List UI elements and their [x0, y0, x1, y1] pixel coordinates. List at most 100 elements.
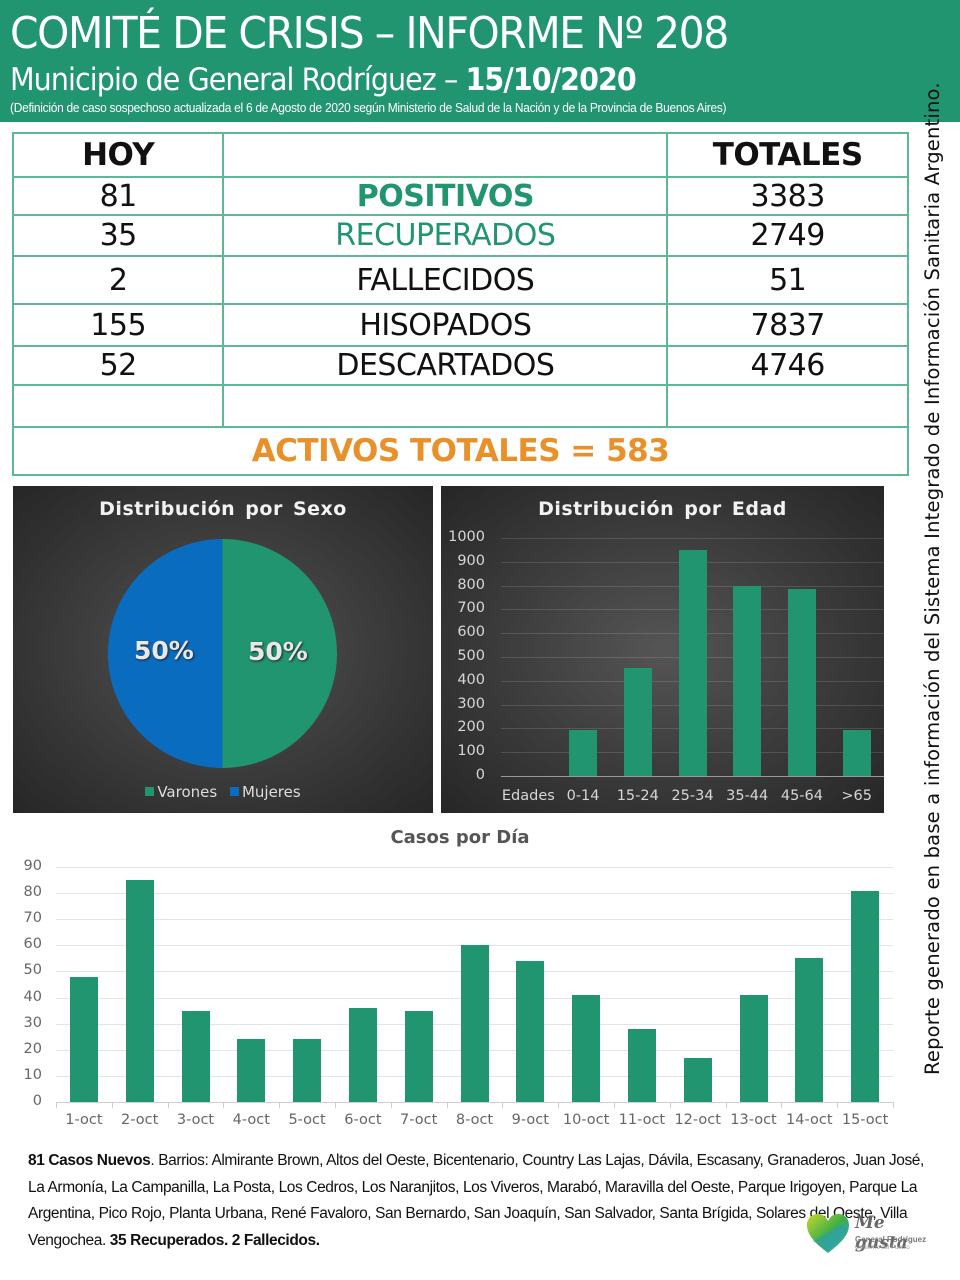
x-tick-mark — [837, 1102, 839, 1108]
x-axis-line — [56, 1102, 893, 1103]
y-tick-label: 70 — [23, 910, 42, 927]
x-tick-mark — [56, 1102, 57, 1108]
today-value: 155 — [11, 303, 225, 347]
chart-title-casos-por-dia: Casos por Día — [390, 827, 530, 848]
bar-9-oct — [516, 961, 545, 1102]
x-category-label: 15-24 — [616, 788, 659, 804]
x-category-label: 5-oct — [288, 1112, 326, 1128]
x-category-label: Edades — [501, 788, 555, 804]
total-value: 2749 — [666, 214, 909, 257]
report-subtitle: Municipio de General Rodríguez – 15/10/2… — [10, 62, 637, 98]
x-category-label: 10-oct — [562, 1112, 610, 1128]
grid-line — [501, 538, 884, 539]
bar-3-oct — [181, 1010, 210, 1102]
x-tick-mark — [781, 1102, 783, 1108]
bar-10-oct — [572, 994, 601, 1102]
x-tick-mark — [614, 1102, 615, 1108]
today-value: 52 — [11, 345, 225, 386]
total-value: 7837 — [666, 303, 909, 347]
metric-label: DESCARTADOS — [222, 345, 669, 386]
total-value: 4746 — [666, 345, 909, 386]
empty-cell — [11, 384, 225, 428]
row-fallecidos: 2 FALLECIDOS 51 — [11, 255, 909, 305]
today-value: 2 — [11, 255, 225, 305]
legend-swatch-icon — [145, 787, 155, 796]
bar-45-64 — [787, 589, 816, 776]
metric-label: FALLECIDOS — [222, 255, 669, 305]
activos-totales: ACTIVOS TOTALES = 583 — [12, 426, 909, 476]
x-category-label: 15-oct — [841, 1112, 889, 1128]
pie-label-mujeres: 50% — [134, 636, 194, 665]
y-tick-label: 300 — [457, 695, 485, 712]
x-category-label: 14-oct — [786, 1112, 833, 1128]
x-category-label: 2-oct — [121, 1112, 159, 1128]
x-tick-mark — [335, 1102, 336, 1108]
logo-municipality: General Rodríguez — [855, 1235, 927, 1244]
report-date: 15/10/2020 — [465, 62, 636, 98]
empty-cell — [666, 384, 909, 428]
x-axis-line — [501, 776, 884, 777]
bar-12-oct — [683, 1057, 712, 1102]
y-tick-label: 60 — [23, 936, 42, 953]
x-category-label: 12-oct — [674, 1112, 721, 1128]
bar-8-oct — [460, 945, 489, 1102]
x-category-label: 3-oct — [176, 1112, 215, 1128]
bar-2-oct — [125, 880, 154, 1102]
legend-label: Varones — [157, 783, 218, 801]
municipality-name: Municipio de General Rodríguez – — [10, 62, 466, 98]
grid-line — [56, 893, 893, 895]
col-header-total: TOTALES — [666, 132, 909, 178]
x-category-label: >65 — [841, 788, 872, 804]
today-value: 35 — [11, 214, 225, 257]
footer-summary: 81 Casos Nuevos. Barrios: Almirante Brow… — [28, 1148, 928, 1254]
x-tick-mark — [223, 1102, 225, 1108]
metric-label: RECUPERADOS — [222, 214, 669, 257]
bar--65 — [842, 729, 871, 776]
summary-table: HOY TOTALES 81 POSITIVOS 3383 35 RECUPER… — [11, 132, 909, 476]
x-category-label: 8-oct — [455, 1112, 494, 1128]
y-tick-label: 0 — [32, 1093, 42, 1109]
bar-35-44 — [733, 585, 762, 776]
row-descartados: 52 DESCARTADOS 4746 — [11, 345, 909, 386]
case-definition-note: (Definición de caso sospechoso actualiza… — [10, 100, 727, 115]
y-tick-label: 1000 — [448, 529, 485, 545]
y-tick-label: 100 — [457, 743, 485, 760]
bar-5-oct — [293, 1039, 322, 1102]
col-header-today: HOY — [11, 132, 225, 178]
x-category-label: 1-oct — [65, 1112, 103, 1128]
source-note: Reporte generado en base a información d… — [921, 82, 944, 1075]
report-title: COMITÉ DE CRISIS – INFORME Nº 208 — [10, 8, 729, 59]
x-category-label: 0-14 — [566, 788, 600, 804]
chart-title: Distribución por Edad — [538, 498, 787, 520]
row-positivos: 81 POSITIVOS 3383 — [11, 176, 909, 216]
x-category-label: 9-oct — [511, 1112, 549, 1128]
heart-logo-icon — [807, 1214, 849, 1253]
row-hisopados: 155 HISOPADOS 7837 — [11, 303, 909, 347]
row-empty — [11, 384, 909, 428]
me-gusta-logo: Me gusta General Rodríguez Gobierno del … — [803, 1205, 933, 1265]
y-tick-label: 600 — [457, 624, 485, 641]
y-tick-label: 0 — [475, 767, 485, 783]
x-tick-mark — [558, 1102, 560, 1108]
x-tick-mark — [446, 1102, 448, 1108]
barrios-list: . Barrios: Almirante Brown, Altos del Oe… — [28, 1152, 924, 1249]
x-tick-mark — [111, 1102, 113, 1108]
bar-11-oct — [627, 1028, 656, 1102]
y-tick-label: 40 — [23, 988, 42, 1005]
y-tick-label: 800 — [457, 576, 485, 593]
legend-swatch-icon — [229, 787, 239, 796]
y-tick-label: 500 — [457, 648, 485, 664]
y-tick-label: 900 — [457, 552, 485, 569]
x-category-label: 11-oct — [618, 1112, 666, 1128]
chart-distribucion-edad: Distribución por Edad 0 100 200 300 400 500 60… — [441, 486, 884, 813]
row-activos-totales: ACTIVOS TOTALES = 583 — [12, 426, 909, 476]
x-category-label: 25-34 — [671, 788, 714, 804]
legend-label: Mujeres — [241, 783, 301, 801]
x-tick-mark — [893, 1102, 894, 1108]
bar-1-oct — [69, 976, 98, 1102]
x-tick-mark — [725, 1102, 727, 1108]
bar-15-oct — [851, 890, 880, 1102]
col-header-label — [222, 132, 669, 178]
empty-cell — [222, 384, 669, 428]
recovered-deceased-summary: 35 Recuperados. 2 Fallecidos. — [109, 1231, 320, 1249]
